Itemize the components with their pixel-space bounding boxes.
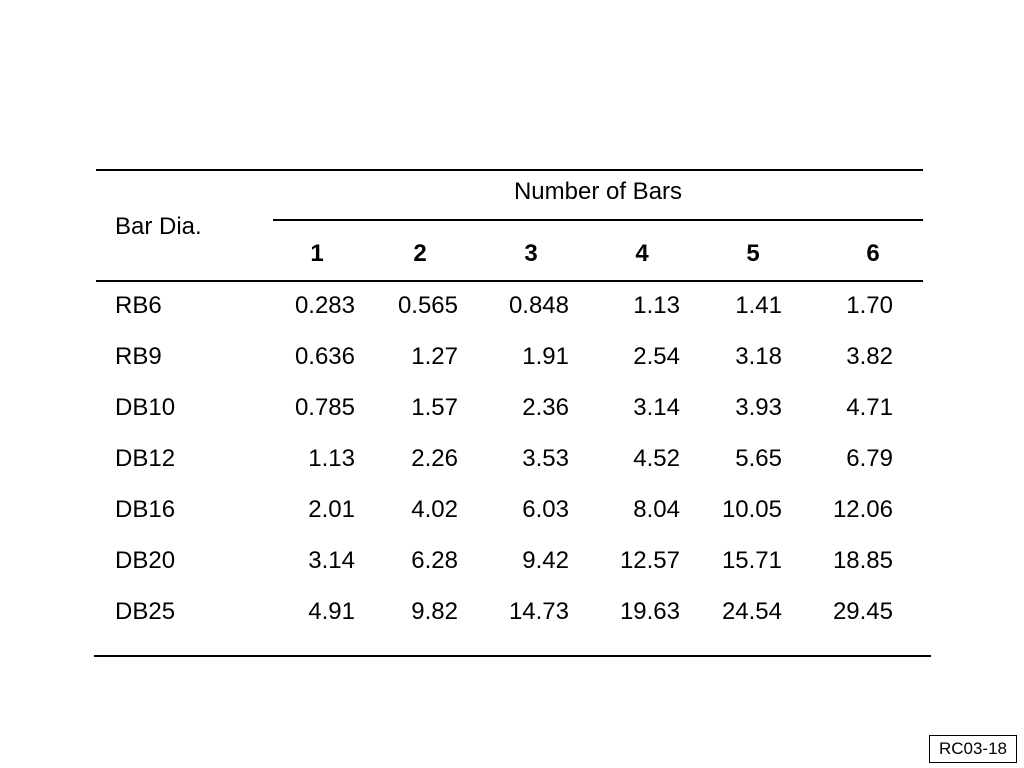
table-cell: 3.53 (522, 445, 569, 472)
table-cell: 1.13 (308, 445, 355, 472)
table-cell: 1.70 (846, 292, 893, 319)
table-cell: 1.13 (633, 292, 680, 319)
table-cell: 1.41 (735, 292, 782, 319)
table-cell: 2.36 (522, 394, 569, 421)
table-cell: 12.06 (832, 496, 893, 523)
table-cell: 0.848 (508, 292, 569, 319)
table-cell: 0.565 (397, 292, 458, 319)
table-cell: 4.91 (308, 598, 355, 625)
table-cell: 6.79 (846, 445, 893, 472)
table-cell: 3.18 (735, 343, 782, 370)
table-bottom-rule (94, 655, 931, 657)
table-cell: 6.03 (522, 496, 569, 523)
table-cell: 1.91 (522, 343, 569, 370)
table-cell: 2.01 (308, 496, 355, 523)
row-label: DB16 (115, 496, 176, 523)
row-label: RB9 (115, 343, 162, 370)
table-cell: 6.28 (411, 547, 458, 574)
table-cell: 3.14 (308, 547, 355, 574)
table-cell: 9.82 (411, 598, 458, 625)
table-cell: 14.73 (508, 598, 569, 625)
row-label: DB25 (115, 598, 176, 625)
table-cell: 5.65 (735, 445, 782, 472)
table-cell: 19.63 (619, 598, 680, 625)
table-cell: 29.45 (832, 598, 893, 625)
table-cell: 4.52 (633, 445, 680, 472)
table-cell: 9.42 (522, 547, 569, 574)
table-cell: 2.26 (411, 445, 458, 472)
column-header-6: 6 (866, 240, 880, 267)
table-cell: 10.05 (721, 496, 782, 523)
table-cell: 4.02 (411, 496, 458, 523)
column-header-1: 1 (310, 240, 324, 267)
row-label: DB20 (115, 547, 176, 574)
column-header-4: 4 (635, 240, 649, 267)
table-cell: 3.93 (735, 394, 782, 421)
row-label: DB10 (115, 394, 176, 421)
table-cell: 8.04 (633, 496, 680, 523)
column-header-2: 2 (413, 240, 427, 267)
column-header-3: 3 (524, 240, 538, 267)
group-header-number-of-bars: Number of Bars (513, 178, 683, 205)
table-cell: 3.14 (633, 394, 680, 421)
table-cell: 15.71 (721, 547, 782, 574)
table-cell: 0.283 (294, 292, 355, 319)
table-cell: 4.71 (846, 394, 893, 421)
table-cell: 24.54 (721, 598, 782, 625)
table-cell: 3.82 (846, 343, 893, 370)
header-bottom-rule (96, 280, 923, 282)
row-label: DB12 (115, 445, 176, 472)
table-cell: 1.57 (411, 394, 458, 421)
stub-header-bar-dia: Bar Dia. (115, 213, 202, 240)
table-cell: 12.57 (619, 547, 680, 574)
group-header-underline (273, 219, 923, 221)
table-cell: 0.636 (294, 343, 355, 370)
row-label: RB6 (115, 292, 162, 319)
slide-reference-label: RC03-18 (929, 735, 1017, 763)
table-cell: 0.785 (294, 394, 355, 421)
column-header-5: 5 (746, 240, 760, 267)
table-top-rule (96, 169, 923, 171)
table-cell: 2.54 (633, 343, 680, 370)
table-cell: 18.85 (832, 547, 893, 574)
table-cell: 1.27 (411, 343, 458, 370)
